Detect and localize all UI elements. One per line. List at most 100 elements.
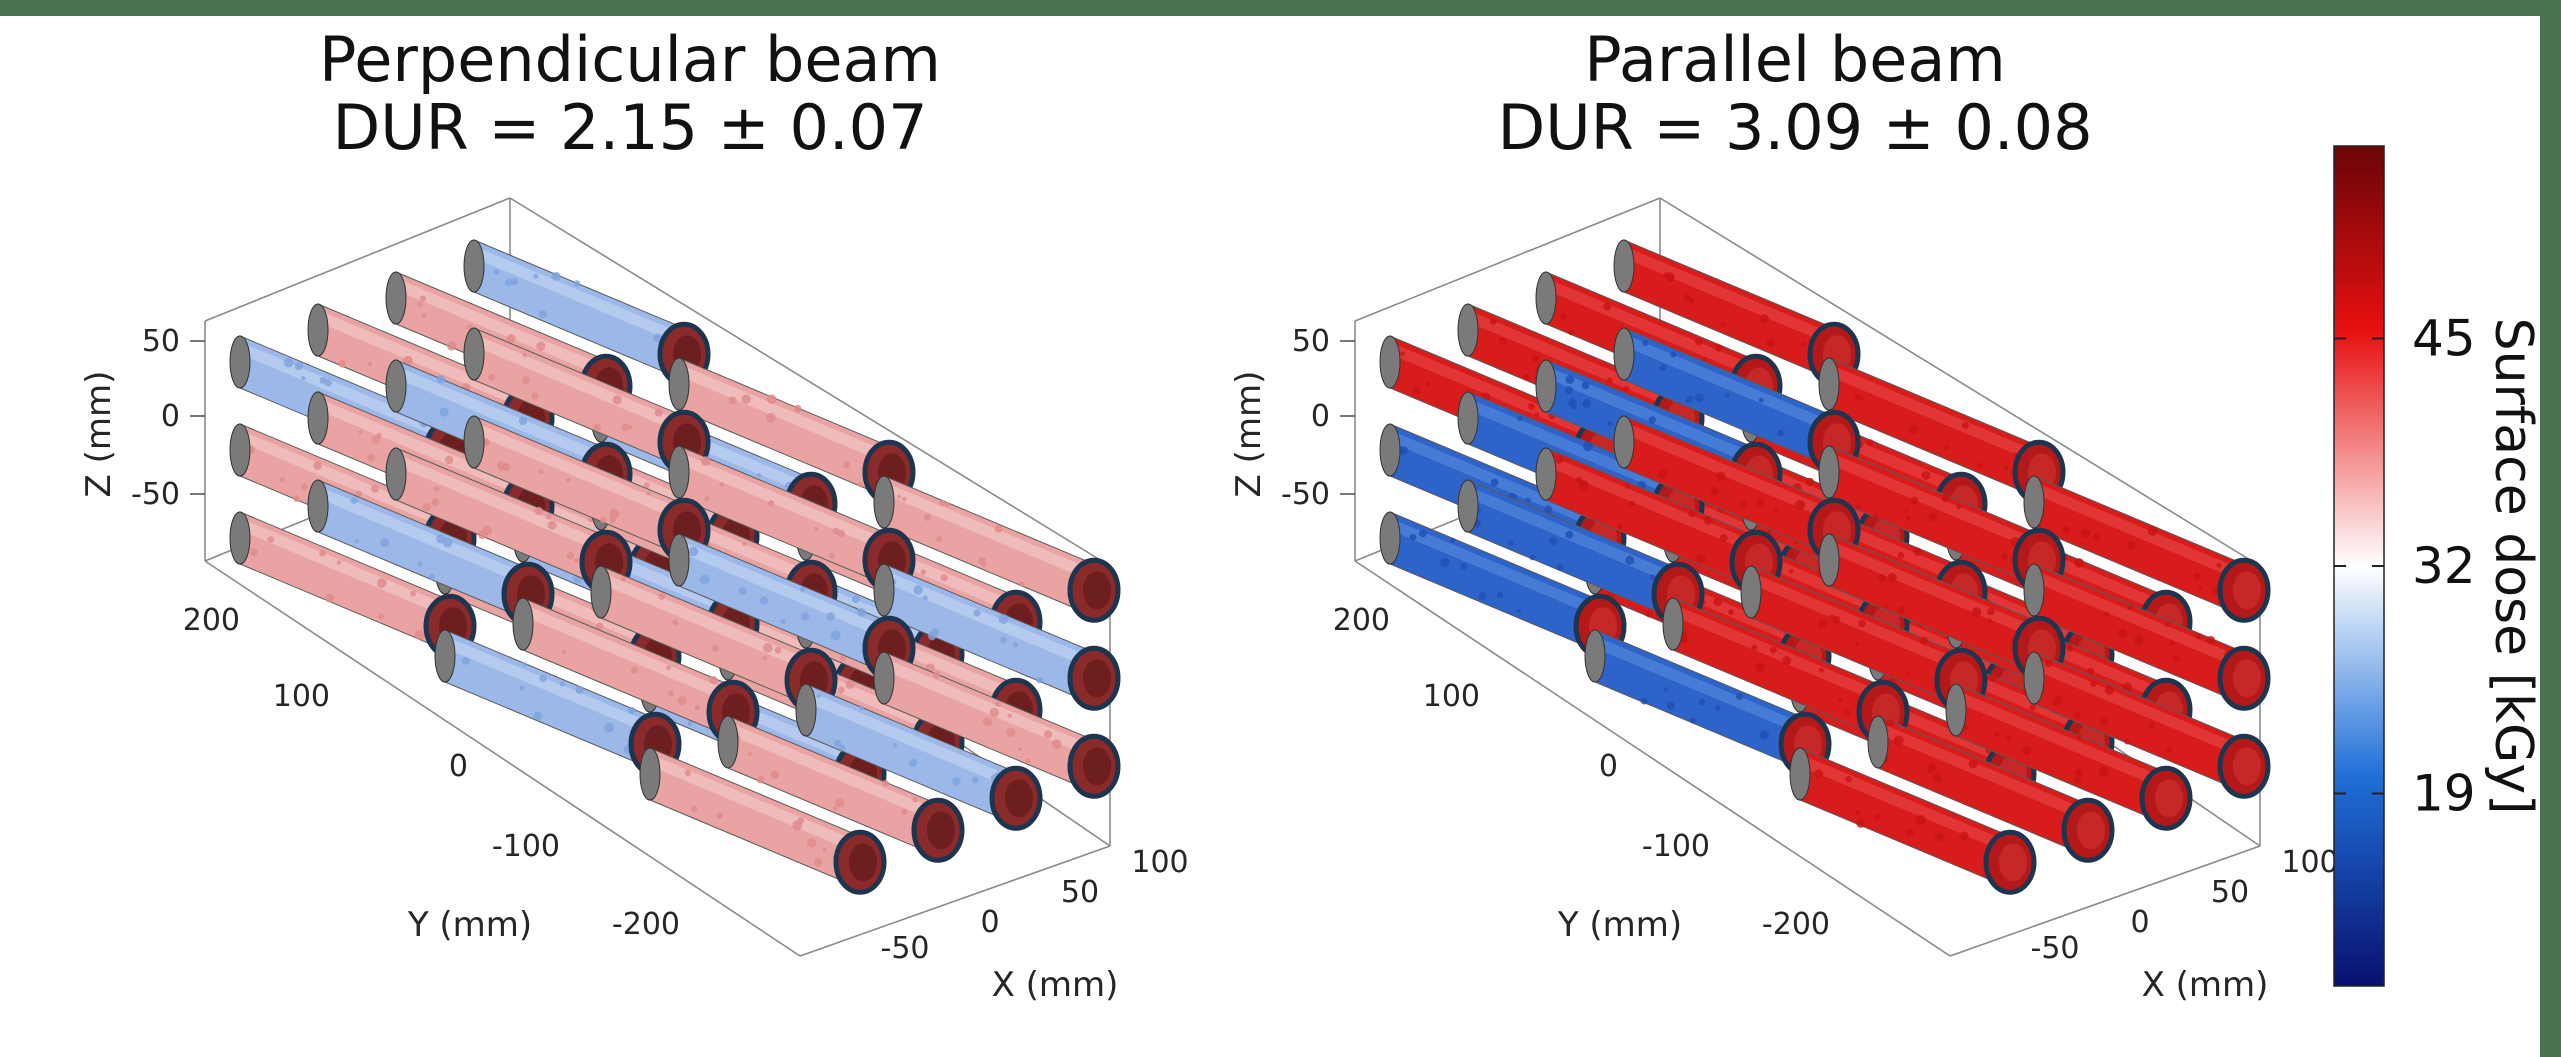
dose-speckle [521, 376, 530, 385]
z-tick-label: 0 [1311, 399, 1330, 434]
dose-speckle [935, 535, 943, 543]
dose-speckle [354, 538, 359, 544]
dose-speckle [901, 808, 908, 815]
axis-box-edge [204, 560, 801, 957]
dose-speckle [1516, 608, 1521, 613]
cylinder-end-face [2233, 747, 2261, 786]
dose-speckle [840, 655, 847, 662]
dose-speckle [1603, 302, 1612, 311]
dose-speckle [319, 549, 326, 557]
dose-speckle [627, 706, 636, 715]
dose-speckle [765, 412, 776, 423]
cylinder-highlight [679, 364, 889, 465]
dose-speckle [1897, 605, 1905, 614]
dose-speckle [1720, 322, 1726, 327]
y-axis-label: Y (mm) [407, 905, 532, 945]
dose-speckle [1607, 420, 1613, 427]
dose-speckle [1814, 769, 1824, 779]
y-tick-label: 0 [449, 749, 468, 784]
dose-speckle [658, 593, 666, 600]
dose-speckle [1759, 314, 1769, 324]
dose-speckle [666, 665, 671, 671]
dose-speckle [797, 817, 805, 825]
dose-speckle [1759, 730, 1769, 740]
dose-speckle [534, 506, 544, 516]
cylinder-back-cap [873, 651, 895, 705]
dose-speckle [422, 502, 432, 512]
dose-speckle [1606, 377, 1613, 384]
dose-speckle [1019, 581, 1025, 587]
dose-speckle [522, 352, 528, 358]
dose-speckle [1728, 609, 1734, 616]
dose-speckle [694, 704, 700, 711]
cylinder-back-cap [229, 335, 251, 389]
cylinder-highlight [2034, 658, 2244, 759]
dose-speckle [978, 557, 986, 565]
x-tick-label: -50 [881, 931, 930, 966]
cylinder-back-cap [2023, 651, 2045, 705]
axis-box-edge [1354, 197, 1661, 322]
dose-speckle [2134, 635, 2144, 645]
cylinder-back-cap [385, 359, 407, 413]
dose-speckle [857, 481, 864, 488]
dose-speckle [834, 739, 842, 748]
dose-speckle [506, 334, 516, 343]
y-tick-label: 200 [183, 603, 240, 638]
dose-speckle [336, 560, 342, 565]
cylinder-back-cap [463, 239, 485, 293]
dose-speckle [994, 525, 1003, 533]
dose-speckle [442, 537, 453, 548]
dose-speckle [1777, 429, 1785, 437]
dose-speckle [1943, 444, 1950, 451]
dose-speckle [851, 595, 860, 603]
cylinder-back-cap [512, 597, 534, 651]
cylinder-back-cap [229, 511, 251, 565]
dose-speckle [599, 516, 607, 524]
axis-box-edge [1949, 845, 2261, 957]
dose-speckle [1399, 446, 1409, 455]
dose-speckle [1832, 616, 1841, 624]
dose-speckle [444, 455, 454, 465]
cylinder-highlight [650, 754, 860, 855]
dose-speckle [533, 711, 543, 721]
dose-speckle [1051, 739, 1062, 749]
dose-speckle [1854, 393, 1861, 400]
x-tick-label: 0 [2130, 905, 2149, 940]
dose-speckle [403, 355, 413, 366]
dose-speckle [1897, 552, 1905, 559]
dose-speckle [1971, 607, 1982, 617]
dose-speckle [1642, 339, 1649, 346]
dose-speckle [1478, 592, 1487, 601]
cylinder-highlight [601, 572, 811, 673]
cylinder-back-cap [1584, 629, 1606, 683]
dose-speckle [2080, 528, 2090, 539]
dose-speckle [1829, 614, 1834, 619]
dose-speckle [2003, 465, 2009, 472]
dose-speckle [2193, 572, 2202, 581]
dose-speckle [716, 812, 724, 819]
dose-speckle [1709, 486, 1719, 496]
dose-speckle [324, 379, 333, 387]
y-tick-label: -100 [492, 829, 560, 864]
dose-speckle [1962, 421, 1969, 429]
cylinder-highlight [474, 334, 684, 435]
dose-speckle [604, 722, 614, 733]
dosimeter-cylinders [229, 239, 1121, 895]
cylinder-back-cap [1945, 683, 1967, 737]
dose-speckle [419, 295, 427, 302]
dose-speckle [1714, 705, 1721, 711]
dose-speckle [1670, 351, 1677, 358]
dose-speckle [1719, 534, 1728, 542]
dose-speckle [376, 578, 387, 588]
dose-speckle [1845, 775, 1852, 783]
dose-speckle [741, 394, 752, 404]
z-axis-label: Z (mm) [79, 371, 119, 498]
dose-speckle [1000, 636, 1007, 644]
cylinder-highlight [1390, 518, 1600, 619]
cylinder-end-face [1005, 779, 1033, 818]
dose-speckle [538, 469, 544, 474]
dose-speckle [646, 491, 651, 496]
dose-speckle [628, 425, 633, 430]
dose-speckle [1987, 618, 1993, 624]
right-title-block: Parallel beam DUR = 3.09 ± 0.08 [1345, 26, 2245, 162]
